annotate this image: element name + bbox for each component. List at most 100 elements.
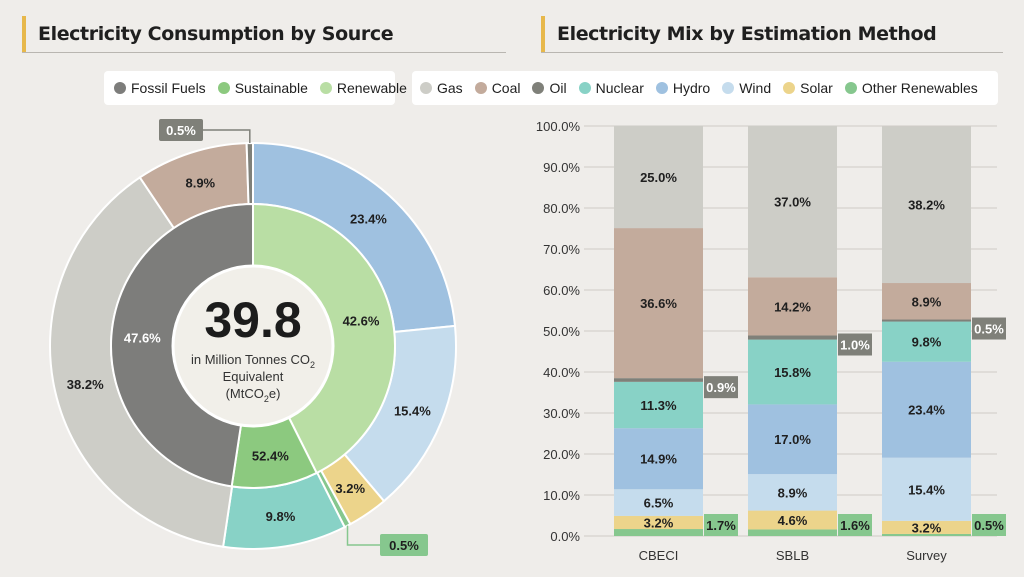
legend-swatch bbox=[114, 82, 126, 94]
bar-segment-cbeci-hydro bbox=[614, 428, 703, 490]
legend-swatch bbox=[420, 82, 432, 94]
bar-label-sblb-other-renewables: 1.6% bbox=[840, 518, 870, 533]
bar-segment-cbeci-nuclear bbox=[614, 381, 703, 429]
legend-swatch bbox=[783, 82, 796, 94]
legend-label: Gas bbox=[437, 80, 463, 96]
bar-segment-survey-coal bbox=[882, 283, 971, 320]
donut-callout-box bbox=[380, 534, 428, 556]
bar-legend: Gas Coal Oil Nuclear Hydro Wind Solar Other Ren… bbox=[412, 71, 998, 105]
legend-swatch bbox=[655, 82, 668, 94]
y-tick-label: 70.0% bbox=[543, 242, 580, 257]
bar-label-sblb-hydro: 17.0% bbox=[774, 432, 811, 447]
bar-label-sblb-solar: 4.6% bbox=[778, 513, 808, 528]
bar-label-survey-gas: 38.2% bbox=[908, 198, 945, 213]
bar-segment-cbeci-gas bbox=[614, 125, 703, 229]
legend-label: Nuclear bbox=[595, 80, 644, 96]
legend-swatch bbox=[474, 82, 487, 94]
bar-label-survey-hydro: 23.4% bbox=[908, 403, 945, 418]
legend-item-fossil-fuels: Fossil Fuels bbox=[114, 80, 206, 96]
legend-item-gas: Gas bbox=[420, 80, 463, 96]
bar-segment-survey-other-renewables bbox=[882, 533, 971, 536]
bar-segment-sblb-gas bbox=[748, 125, 837, 278]
donut-chart-title-text: Electricity Consumption by Source bbox=[38, 23, 394, 45]
bar-segment-survey-oil bbox=[882, 319, 971, 322]
bar-segment-cbeci-wind bbox=[614, 489, 703, 516]
legend-swatch bbox=[532, 82, 545, 94]
donut-outer-label-wind: 15.4% bbox=[394, 404, 431, 419]
bar-label-cbeci-nuclear: 11.3% bbox=[640, 398, 677, 413]
y-tick-label: 90.0% bbox=[543, 160, 580, 175]
donut-inner-label-renewable: 42.6% bbox=[343, 313, 380, 328]
bar-segment-sblb-oil bbox=[748, 335, 837, 340]
bar-label-cbeci-oil: 0.9% bbox=[706, 380, 736, 395]
bar-callout-box bbox=[838, 333, 872, 356]
donut-callout-leader bbox=[346, 525, 380, 546]
y-tick-label: 80.0% bbox=[543, 201, 580, 216]
legend-item-sustainable: Sustainable bbox=[217, 80, 308, 96]
donut-callout-leader bbox=[203, 129, 251, 144]
legend-label: Oil bbox=[549, 80, 567, 96]
legend-item-renewable: Renewable bbox=[319, 80, 407, 96]
legend-item-other-renewables: Other Renewables bbox=[844, 80, 978, 96]
y-tick-label: 60.0% bbox=[543, 283, 580, 298]
donut-outer-label-hydro: 23.4% bbox=[350, 212, 387, 227]
bar-chart-title: Electricity Mix by Estimation Method bbox=[541, 16, 937, 52]
bar-label-cbeci-coal: 36.6% bbox=[640, 296, 677, 311]
title-accent-bar bbox=[22, 16, 26, 52]
x-tick-label-sblb: SBLB bbox=[776, 548, 809, 563]
legend-swatch bbox=[217, 82, 230, 94]
donut-outer-label-nuclear: 9.8% bbox=[266, 509, 296, 524]
stacked-bar-chart: 0.0% 10.0% 20.0% 30.0% 40.0% 50.0% 60.0% 70.0% 8… bbox=[536, 119, 1006, 563]
donut-inner-label-sustainable: 52.4% bbox=[252, 449, 289, 464]
legend-item-oil: Oil bbox=[532, 80, 567, 96]
bar-label-survey-nuclear: 9.8% bbox=[912, 335, 942, 350]
bar-callout-box bbox=[704, 376, 738, 399]
y-tick-label: 100.0% bbox=[536, 119, 581, 134]
donut-inner-label-fossil-fuels: 47.6% bbox=[124, 331, 161, 346]
bar-label-survey-other-renewables: 0.5% bbox=[974, 518, 1004, 533]
bar-segment-cbeci-solar bbox=[614, 515, 703, 530]
legend-label: Fossil Fuels bbox=[131, 80, 206, 96]
legend-label: Coal bbox=[491, 80, 521, 96]
bar-segment-survey-gas bbox=[882, 126, 971, 284]
legend-label: Solar bbox=[800, 80, 833, 96]
x-tick-label-survey: Survey bbox=[906, 548, 947, 563]
y-tick-label: 0.0% bbox=[550, 529, 580, 544]
bar-label-cbeci-hydro: 14.9% bbox=[640, 452, 677, 467]
y-tick-label: 50.0% bbox=[543, 324, 580, 339]
bar-segment-survey-solar bbox=[882, 520, 971, 534]
donut-unit-line2: Equivalent bbox=[223, 369, 284, 384]
bar-label-sblb-wind: 8.9% bbox=[778, 485, 808, 500]
donut-center-disc bbox=[171, 264, 335, 428]
legend-label: Sustainable bbox=[234, 80, 308, 96]
bar-segment-sblb-wind bbox=[748, 474, 837, 511]
donut-outer-label-gas: 38.2% bbox=[67, 377, 104, 392]
y-tick-label: 10.0% bbox=[543, 488, 580, 503]
bar-label-cbeci-gas: 25.0% bbox=[640, 170, 677, 185]
legend-item-wind: Wind bbox=[722, 80, 771, 96]
y-tick-label: 40.0% bbox=[543, 365, 580, 380]
donut-unit-line3: (MtCO2e) bbox=[226, 386, 281, 404]
right-title-rule bbox=[541, 52, 1003, 53]
bar-chart-title-text: Electricity Mix by Estimation Method bbox=[557, 23, 937, 45]
legend-label: Wind bbox=[739, 80, 772, 96]
donut-callout-box bbox=[159, 119, 203, 141]
legend-label: Hydro bbox=[672, 80, 711, 96]
donut-outer-label-other-renewables: 0.5% bbox=[389, 538, 419, 553]
bar-segment-survey-wind bbox=[882, 457, 971, 521]
title-accent-bar bbox=[541, 16, 545, 52]
bar-segment-cbeci-other-renewables bbox=[614, 529, 703, 536]
donut-chart: 42.6% 52.4% 47.6% 39.8 in Million Tonnes C… bbox=[49, 119, 457, 556]
legend-item-hydro: Hydro bbox=[655, 80, 711, 96]
bar-segment-cbeci-coal bbox=[614, 228, 703, 379]
bar-segment-sblb-nuclear bbox=[748, 339, 837, 405]
donut-outer-slice-oil bbox=[245, 141, 254, 206]
donut-outer-label-solar: 3.2% bbox=[335, 481, 365, 496]
bar-label-sblb-nuclear: 15.8% bbox=[774, 365, 811, 380]
donut-legend: Fossil Fuels Sustainable Renewable bbox=[104, 71, 407, 105]
legend-swatch bbox=[319, 82, 332, 94]
bar-label-sblb-coal: 14.2% bbox=[774, 299, 811, 314]
left-title-rule bbox=[22, 52, 506, 53]
bar-label-survey-solar: 3.2% bbox=[912, 520, 942, 535]
legend-item-coal: Coal bbox=[474, 80, 521, 96]
